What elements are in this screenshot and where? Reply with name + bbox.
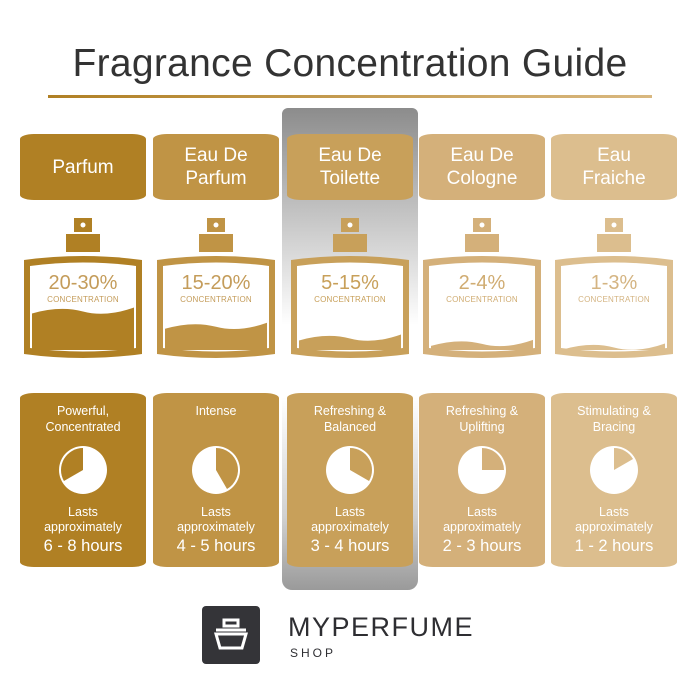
longevity-card: Refreshing & Uplifting Lasts approximate… — [419, 393, 545, 567]
longevity-card: Stimulating & Bracing Lasts approximatel… — [551, 393, 677, 567]
brand-name: MYPERFUME — [288, 612, 475, 642]
fragrance-type-banner: Eau De Toilette — [287, 134, 413, 200]
lasts-label: Lasts approximately — [44, 505, 122, 534]
liquid-level — [431, 339, 533, 350]
brand-logo — [202, 606, 260, 664]
liquid-level — [299, 334, 401, 350]
concentration-percent: 1-3% — [590, 272, 638, 294]
lasts-label: Lasts approximately — [575, 505, 653, 534]
duration-hours: 3 - 4 hours — [310, 537, 390, 555]
perfume-bottle-icon — [157, 218, 275, 358]
concentration-percent: 2-4% — [458, 272, 506, 294]
character-description: Refreshing & Balanced — [313, 404, 387, 434]
liquid-level — [32, 307, 134, 350]
concentration-percent: 20-30% — [48, 272, 118, 294]
clock-pie-icon — [326, 446, 374, 494]
lasts-label: Lasts approximately — [177, 505, 255, 534]
duration-hours: 2 - 3 hours — [442, 537, 522, 555]
perfume-bottle-icon — [24, 218, 142, 358]
perfume-bottle-logo-icon — [214, 618, 248, 650]
longevity-card: Intense Lasts approximately 4 - 5 hours — [153, 393, 279, 567]
concentration-percent: 15-20% — [181, 272, 251, 294]
lasts-label: Lasts approximately — [311, 505, 389, 534]
concentration-percent: 5-15% — [321, 272, 379, 294]
concentration-label: CONCENTRATION — [47, 295, 119, 304]
clock-pie-icon — [590, 446, 638, 494]
title-divider — [48, 95, 652, 98]
fragrance-type-banner: Eau De Parfum — [153, 134, 279, 200]
longevity-card: Powerful, Concentrated Lasts approximate… — [20, 393, 146, 567]
perfume-bottle-icon — [291, 218, 409, 358]
pie-wedge — [350, 448, 372, 481]
pie-wedge — [61, 448, 83, 481]
pie-wedge — [216, 448, 238, 490]
fragrance-type-banner: Eau Fraiche — [551, 134, 677, 200]
concentration-label: CONCENTRATION — [180, 295, 252, 304]
liquid-level — [165, 322, 267, 350]
perfume-bottle-icon — [423, 218, 541, 358]
pie-wedge — [482, 448, 504, 470]
duration-hours: 6 - 8 hours — [43, 537, 123, 555]
character-description: Stimulating & Bracing — [577, 404, 651, 434]
pie-wedge — [614, 448, 634, 470]
lasts-label: Lasts approximately — [443, 505, 521, 534]
duration-hours: 4 - 5 hours — [176, 537, 256, 555]
clock-pie-icon — [192, 446, 240, 494]
fragrance-type-banner: Parfum — [20, 134, 146, 200]
character-description: Refreshing & Uplifting — [445, 404, 519, 434]
brand-sub: SHOP — [290, 646, 337, 660]
character-description: Intense — [195, 404, 237, 418]
character-description: Powerful, Concentrated — [45, 404, 121, 434]
perfume-bottle-icon — [555, 218, 673, 358]
concentration-label: CONCENTRATION — [578, 295, 650, 304]
longevity-card: Refreshing & Balanced Lasts approximatel… — [287, 393, 413, 567]
concentration-label: CONCENTRATION — [446, 295, 518, 304]
liquid-level — [563, 343, 665, 350]
clock-pie-icon — [59, 446, 107, 494]
duration-hours: 1 - 2 hours — [574, 537, 654, 555]
concentration-label: CONCENTRATION — [314, 295, 386, 304]
page-title: Fragrance Concentration Guide — [72, 42, 628, 85]
clock-pie-icon — [458, 446, 506, 494]
fragrance-type-banner: Eau De Cologne — [419, 134, 545, 200]
